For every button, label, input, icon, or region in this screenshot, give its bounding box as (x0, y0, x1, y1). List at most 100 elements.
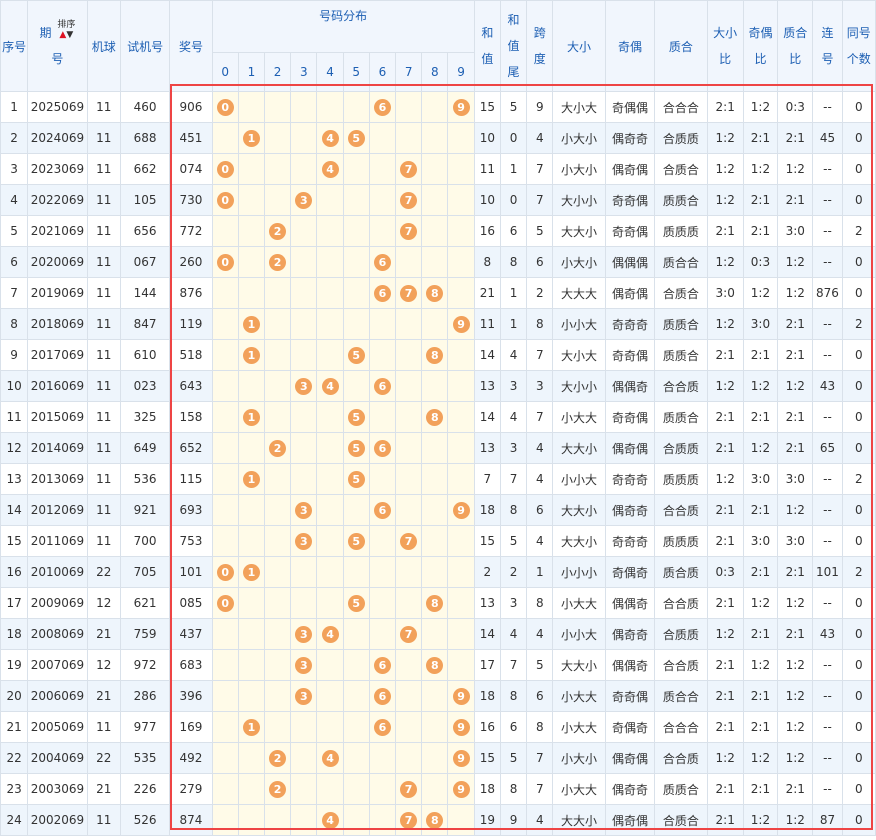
cell-machine: 11 (86, 184, 121, 216)
digit-ball: 7 (400, 780, 418, 798)
sort-control[interactable]: 排序 ▲▼ (57, 20, 75, 40)
cell-seq: 5 (0, 215, 29, 247)
cell-same-count: 0 (841, 680, 876, 712)
cell-size: 大大小 (552, 494, 606, 526)
cell-digit-1 (237, 184, 266, 216)
cell-span: 7 (526, 401, 554, 433)
sort-up-icon[interactable]: ▲ (59, 30, 67, 40)
cell-odd-ratio: 0:3 (742, 246, 779, 278)
cell-seq: 7 (0, 277, 29, 309)
cell-digit-6 (368, 308, 397, 340)
table-row: 13 2013069 11 536 115 1 5 7 7 4 小小大 奇奇奇 质质质 1:2 3:0 3:0… (0, 463, 876, 495)
cell-digit-8 (421, 215, 449, 247)
cell-prime: 合质合 (654, 804, 708, 836)
cell-span: 5 (526, 649, 554, 681)
cell-digit-5: 5 (342, 463, 370, 495)
cell-digit-8 (421, 370, 449, 402)
cell-digit-3: 3 (290, 618, 318, 650)
digit-ball: 5 (347, 408, 365, 426)
col-sr-b: 比 (719, 52, 732, 66)
cell-same-count: 0 (841, 494, 876, 526)
cell-digit-2: 2 (264, 215, 292, 247)
col-period[interactable]: 期 排序 ▲▼ 号 (27, 0, 88, 92)
cell-consecutive: -- (812, 680, 843, 712)
cell-digit-2 (264, 525, 292, 557)
cell-digit-8: 8 (421, 277, 449, 309)
cell-size-ratio: 1:2 (706, 153, 744, 185)
cell-digit-2 (264, 680, 292, 712)
col-digit-5: 5 (342, 52, 370, 92)
cell-tail: 0 (499, 184, 528, 216)
cell-digit-4 (316, 184, 344, 216)
cell-digit-0 (211, 525, 239, 557)
col-digit-1: 1 (237, 52, 266, 92)
cell-digit-3 (290, 556, 318, 588)
cell-size-ratio: 2:1 (706, 711, 744, 743)
cell-digit-3 (290, 153, 318, 185)
cell-digit-2 (264, 277, 292, 309)
cell-digit-2: 2 (264, 773, 292, 805)
cell-digit-6: 6 (368, 246, 397, 278)
cell-digit-0 (211, 215, 239, 247)
digit-ball: 6 (373, 284, 391, 302)
digit-ball: 3 (295, 377, 313, 395)
cell-prize: 115 (169, 463, 213, 495)
cell-seq: 11 (0, 401, 29, 433)
cell-odd-ratio: 3:0 (742, 463, 779, 495)
sort-down-icon[interactable]: ▼ (66, 30, 74, 40)
cell-same-count: 0 (841, 153, 876, 185)
cell-digit-7 (395, 432, 423, 464)
cell-odd: 偶偶偶 (604, 246, 656, 278)
cell-digit-7 (395, 246, 423, 278)
cell-size: 小大小 (552, 742, 606, 774)
cell-tail: 9 (499, 804, 528, 836)
digit-ball: 9 (452, 98, 470, 116)
cell-consecutive: 876 (812, 277, 843, 309)
table-row: 18 2008069 21 759 437 3 4 7 14 4 4 小小大 偶奇奇 合质质 1:2 2:1 2… (0, 618, 876, 650)
cell-digit-9 (447, 463, 475, 495)
col-tail-c: 尾 (507, 65, 520, 79)
cell-seq: 18 (0, 618, 29, 650)
cell-same-count: 2 (841, 556, 876, 588)
table-row: 9 2017069 11 610 518 1 5 8 14 4 7 大小大 奇奇偶 质质合 2:1 2:1 2:… (0, 339, 876, 371)
cell-machine: 11 (86, 122, 121, 154)
cell-sum: 11 (473, 153, 501, 185)
col-digit-8: 8 (421, 52, 449, 92)
cell-digit-2: 2 (264, 246, 292, 278)
cell-size-ratio: 2:1 (706, 91, 744, 123)
cell-sum: 18 (473, 494, 501, 526)
cell-same-count: 0 (841, 184, 876, 216)
digit-ball: 6 (373, 501, 391, 519)
cell-digit-1 (237, 587, 266, 619)
cell-prime: 质质合 (654, 773, 708, 805)
col-digit-7: 7 (395, 52, 423, 92)
cell-digit-4 (316, 246, 344, 278)
cell-prime: 合合合 (654, 91, 708, 123)
cell-seq: 3 (0, 153, 29, 185)
cell-digit-4: 4 (316, 742, 344, 774)
cell-tail: 1 (499, 308, 528, 340)
cell-prime-ratio: 2:1 (777, 308, 814, 340)
cell-period: 2004069 (27, 742, 88, 774)
cell-odd: 奇奇奇 (604, 308, 656, 340)
col-odd: 奇偶 (604, 0, 656, 92)
digit-ball: 9 (452, 718, 470, 736)
cell-digit-8: 8 (421, 339, 449, 371)
cell-sum: 17 (473, 649, 501, 681)
cell-size: 小大小 (552, 122, 606, 154)
cell-size-ratio: 2:1 (706, 401, 744, 433)
cell-test: 621 (119, 587, 171, 619)
cell-machine: 11 (86, 215, 121, 247)
cell-digit-2 (264, 804, 292, 836)
cell-seq: 20 (0, 680, 29, 712)
cell-digit-4 (316, 463, 344, 495)
table-row: 5 2021069 11 656 772 2 7 16 6 5 大大小 奇奇偶 质质质 2:1 2:1 3:0… (0, 215, 876, 247)
digit-ball: 4 (321, 377, 339, 395)
cell-digit-1 (237, 773, 266, 805)
cell-odd: 偶奇偶 (604, 742, 656, 774)
col-consec-b: 号 (821, 52, 834, 66)
cell-prize: 437 (169, 618, 213, 650)
cell-odd: 偶偶奇 (604, 370, 656, 402)
cell-digit-9: 9 (447, 494, 475, 526)
cell-size-ratio: 2:1 (706, 215, 744, 247)
